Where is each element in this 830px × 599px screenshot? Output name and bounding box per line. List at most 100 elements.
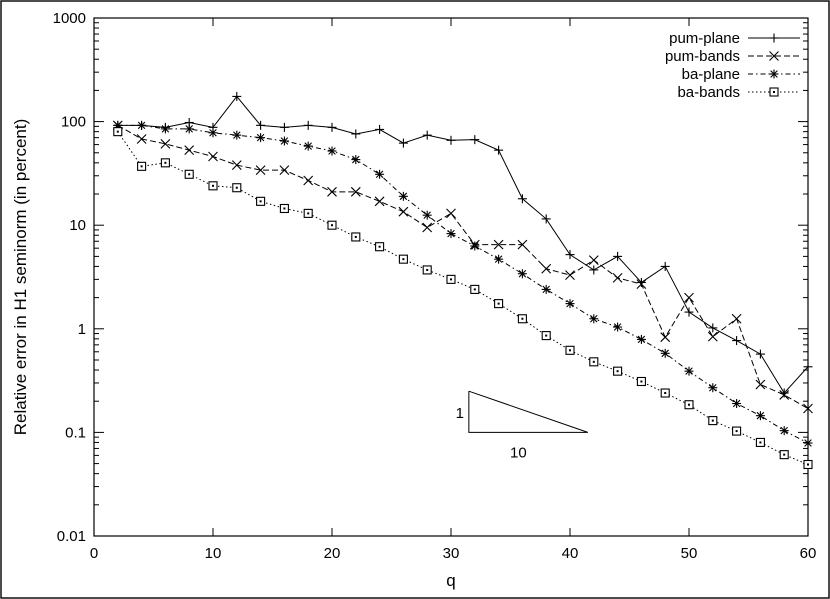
legend-marker <box>769 33 779 43</box>
data-point <box>422 222 433 233</box>
legend-label: pum-bands <box>665 48 740 65</box>
series-layer <box>112 91 813 470</box>
data-point <box>303 175 314 186</box>
data-point <box>422 130 432 140</box>
data-point <box>160 124 170 134</box>
data-point <box>613 251 623 261</box>
data-point <box>422 210 432 220</box>
data-point <box>803 403 813 414</box>
data-point <box>351 129 361 139</box>
data-point <box>374 196 385 207</box>
x-axis: 0 10 20 30 40 50 60 <box>90 18 817 562</box>
legend-item: ba-bands <box>677 84 800 101</box>
data-point <box>708 416 718 426</box>
data-point <box>588 255 599 266</box>
data-point <box>137 161 147 171</box>
data-point <box>446 135 456 145</box>
data-point <box>732 426 742 436</box>
data-point <box>422 265 432 275</box>
data-point <box>493 239 504 250</box>
data-point <box>803 362 813 372</box>
data-point <box>494 299 504 309</box>
legend-label: ba-bands <box>677 84 740 101</box>
x-tick-label: 60 <box>800 545 817 562</box>
legend-label: pum-plane <box>669 30 740 47</box>
data-point <box>446 208 456 219</box>
data-point <box>708 323 718 333</box>
data-point <box>565 299 575 309</box>
data-point <box>517 269 527 279</box>
data-point <box>113 127 123 137</box>
data-point <box>279 122 289 132</box>
x-tick-label: 0 <box>90 545 98 562</box>
legend-marker <box>769 69 779 79</box>
data-point <box>279 203 289 214</box>
data-point <box>660 348 670 358</box>
data-point <box>589 314 599 324</box>
x-tick-label: 40 <box>562 545 579 562</box>
data-point <box>684 400 694 410</box>
data-point <box>184 169 194 179</box>
data-point <box>279 165 290 176</box>
data-point <box>755 437 765 447</box>
data-point <box>398 254 408 264</box>
data-point <box>803 459 813 470</box>
y-tick-label: 1000 <box>53 10 86 27</box>
data-point <box>636 277 646 287</box>
data-point <box>541 263 552 274</box>
data-point <box>565 345 575 355</box>
slope-rise-label: 1 <box>456 405 464 422</box>
data-point <box>279 136 289 146</box>
y-tick-label: 0.1 <box>65 424 86 441</box>
series-pum-bands <box>112 120 813 414</box>
data-point <box>208 151 218 162</box>
data-point <box>470 241 480 251</box>
series-line <box>117 124 809 409</box>
data-point <box>231 160 242 171</box>
series-ba-bands <box>113 127 813 470</box>
data-point <box>684 292 694 303</box>
y-tick-label: 1 <box>78 321 86 338</box>
data-point <box>208 181 218 191</box>
data-point <box>351 232 361 242</box>
x-tick-label: 50 <box>681 545 698 562</box>
data-point <box>541 214 551 224</box>
data-point <box>660 332 671 343</box>
data-point <box>327 146 337 156</box>
data-point <box>541 284 551 294</box>
data-point <box>375 124 385 134</box>
data-point <box>303 208 313 218</box>
slope-triangle-shape <box>468 390 589 433</box>
data-point <box>137 120 147 130</box>
data-point <box>779 426 789 436</box>
data-point <box>398 206 409 217</box>
data-point <box>613 366 623 376</box>
data-point <box>779 450 789 460</box>
legend-item: ba-plane <box>682 66 800 83</box>
data-point <box>517 314 527 324</box>
data-point <box>208 128 218 138</box>
data-point <box>732 399 742 409</box>
data-point <box>494 145 504 155</box>
legend-marker <box>769 87 779 97</box>
data-point <box>636 279 647 289</box>
data-point <box>160 158 170 168</box>
data-point <box>375 242 385 252</box>
data-point <box>494 254 504 264</box>
data-point <box>351 155 361 165</box>
x-tick-label: 10 <box>205 545 222 562</box>
data-point <box>731 313 742 324</box>
slope-run-label: 10 <box>510 444 527 461</box>
data-point <box>232 130 242 140</box>
legend-marker <box>769 51 779 61</box>
data-point <box>660 388 670 398</box>
data-point <box>350 186 361 197</box>
data-point <box>446 274 456 284</box>
data-point <box>565 270 575 280</box>
data-point <box>541 331 551 341</box>
data-point <box>589 265 599 275</box>
data-point <box>803 438 813 448</box>
data-point <box>327 220 337 230</box>
y-tick-label: 0.01 <box>57 528 86 545</box>
